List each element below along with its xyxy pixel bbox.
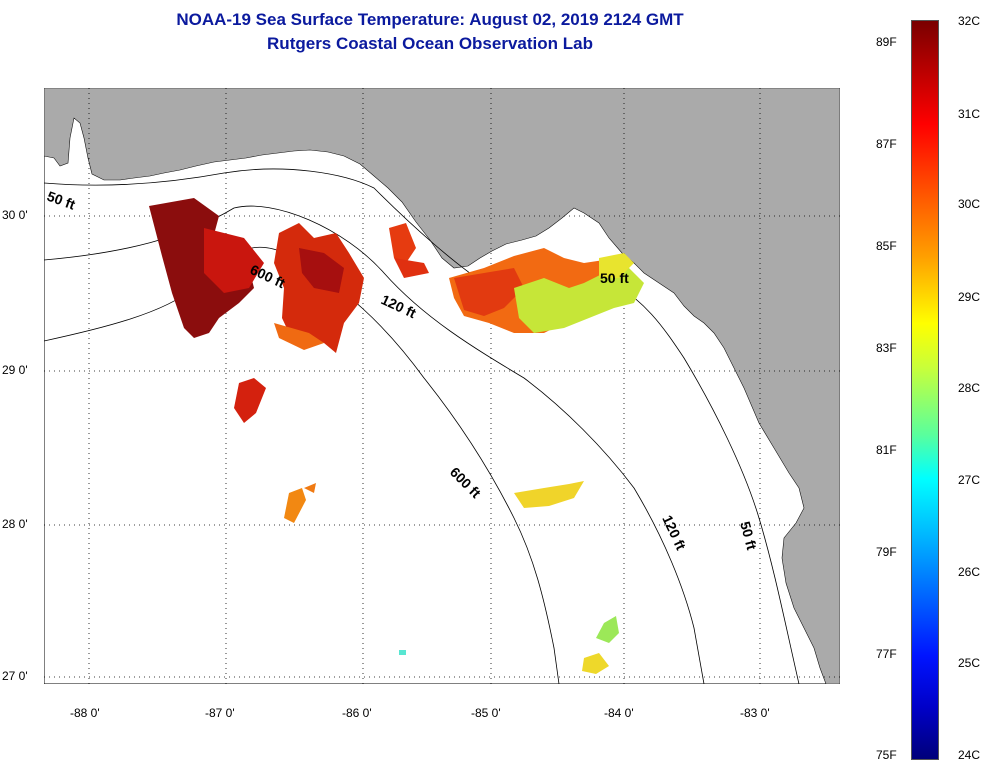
lon-label-86: -86 0': [342, 706, 372, 720]
contour-label-50ft-south: 50 ft: [737, 520, 760, 552]
land-mass: [43, 87, 841, 685]
sst-patch-yellow-offshore: [514, 481, 584, 508]
sst-patch-west: [149, 198, 254, 338]
map-title: NOAA-19 Sea Surface Temperature: August …: [176, 10, 684, 29]
sst-patches: [149, 198, 644, 674]
sst-patch-green-south: [596, 616, 619, 643]
lat-label-27: 27 0': [2, 669, 28, 683]
sst-patch-central-core: [299, 248, 344, 293]
sst-patch-west-east: [204, 228, 264, 293]
sst-patch-small-north: [389, 223, 416, 263]
contour-label-50ft-east: 50 ft: [600, 270, 629, 286]
cbar-f-89: 89F: [876, 35, 897, 49]
cbar-c-27: 27C: [958, 473, 981, 487]
cbar-c-29: 29C: [958, 290, 981, 304]
sst-patch-small-mid: [394, 258, 429, 278]
sst-map: 50 ft 600 ft 120 ft 50 ft 600 ft 120 ft …: [43, 87, 841, 685]
cbar-c-24: 24C: [958, 748, 981, 762]
lon-label-84: -84 0': [604, 706, 634, 720]
temperature-colorbar: [911, 20, 939, 760]
map-frame: 50 ft 600 ft 120 ft 50 ft 600 ft 120 ft …: [43, 87, 841, 685]
cbar-f-75: 75F: [876, 748, 897, 762]
cbar-c-32: 32C: [958, 14, 981, 28]
sst-patch-yellow-east: [599, 253, 634, 278]
cbar-c-26: 26C: [958, 565, 981, 579]
lon-label-87: -87 0': [205, 706, 235, 720]
sst-patch-red-south: [234, 378, 266, 423]
cbar-f-85: 85F: [876, 239, 897, 253]
sst-patch-yellow-south: [582, 653, 609, 674]
map-subtitle: Rutgers Coastal Ocean Observation Lab: [267, 34, 593, 53]
lat-label-30: 30 0': [2, 208, 28, 222]
sst-patch-cyan-tiny: [399, 650, 406, 655]
cbar-f-79: 79F: [876, 545, 897, 559]
cbar-c-25: 25C: [958, 656, 981, 670]
cbar-f-81: 81F: [876, 443, 897, 457]
cbar-f-77: 77F: [876, 647, 897, 661]
cbar-c-31: 31C: [958, 107, 981, 121]
sst-patch-green-yellow: [514, 268, 644, 333]
lat-label-28: 28 0': [2, 517, 28, 531]
sst-patch-orange-small: [284, 488, 306, 523]
lon-label-83: -83 0': [740, 706, 770, 720]
cbar-c-30: 30C: [958, 197, 981, 211]
sst-patch-orange-sw: [274, 323, 324, 350]
cbar-f-83: 83F: [876, 341, 897, 355]
sst-patch-tiny-south: [304, 483, 316, 493]
lat-label-29: 29 0': [2, 363, 28, 377]
sst-patch-bigbend-warm: [454, 268, 524, 316]
lon-label-88: -88 0': [70, 706, 100, 720]
lon-label-85: -85 0': [471, 706, 501, 720]
cbar-f-87: 87F: [876, 137, 897, 151]
cbar-c-28: 28C: [958, 381, 981, 395]
